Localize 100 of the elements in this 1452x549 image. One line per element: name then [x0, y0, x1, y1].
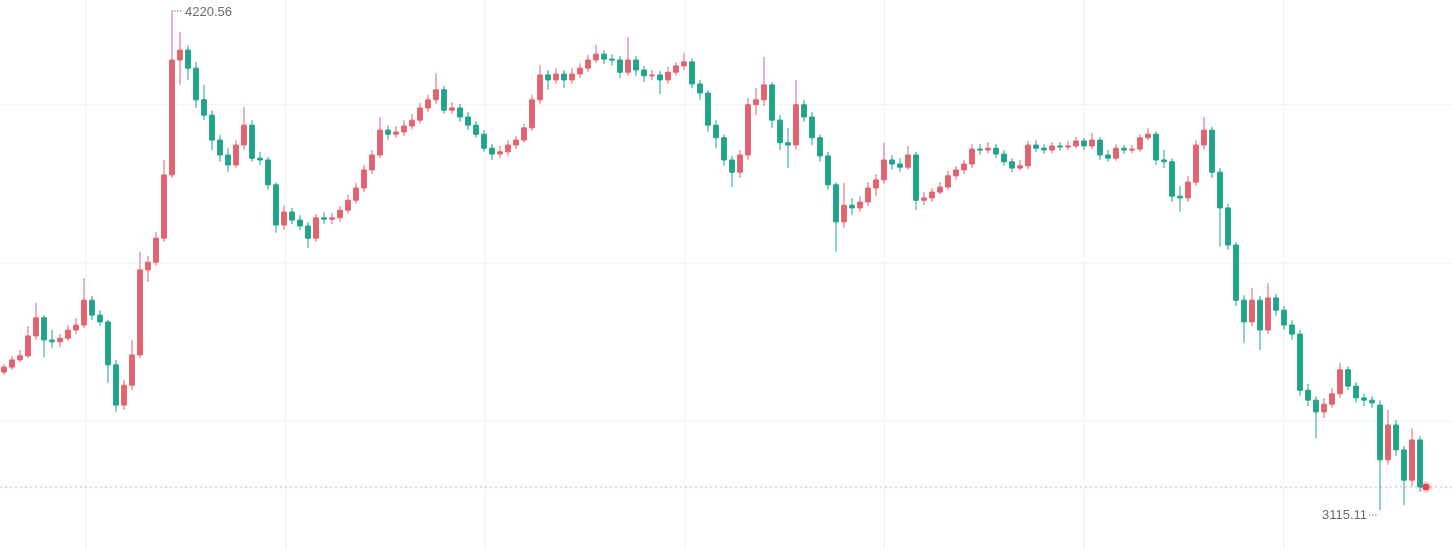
candlestick [761, 56, 767, 107]
candlestick [441, 85, 447, 115]
candlestick [209, 109, 215, 151]
candlestick [129, 339, 135, 391]
candlestick [969, 143, 975, 169]
candlestick [721, 133, 727, 167]
candlestick [1105, 149, 1111, 163]
candlestick [1305, 383, 1311, 407]
candlestick [1409, 427, 1415, 487]
candlestick [1393, 419, 1399, 457]
candlestick [505, 139, 511, 157]
candlestick [841, 182, 847, 229]
candlestick [1145, 127, 1151, 141]
candlestick [865, 181, 871, 207]
candlestick [105, 319, 111, 384]
candlestick [193, 61, 199, 109]
candlestick [297, 214, 303, 231]
candlestick [57, 333, 63, 348]
candlestick [1297, 329, 1303, 397]
candlestick [329, 212, 335, 225]
candlestick [281, 204, 287, 231]
candlestick [1257, 295, 1263, 351]
candlestick [825, 151, 831, 191]
candlestick [1217, 167, 1223, 248]
candlestick [465, 111, 471, 131]
candlestick [353, 182, 359, 205]
candlestick [577, 62, 583, 79]
candlestick [257, 151, 263, 166]
candlestick [1313, 395, 1319, 439]
candlestick [201, 84, 207, 121]
candlestick [1177, 185, 1183, 213]
candlestick [1249, 287, 1255, 327]
candlestick [481, 129, 487, 153]
candlestick [73, 317, 79, 335]
candlestick [729, 155, 735, 188]
candlestick [1225, 203, 1231, 251]
candlestick [697, 79, 703, 101]
candlestick [857, 195, 863, 213]
candlestick [553, 67, 559, 85]
candlestick [449, 101, 455, 115]
candlestick [25, 325, 31, 359]
candlestick [241, 106, 247, 151]
candlestick [601, 49, 607, 65]
candlestick [81, 277, 87, 329]
candlestick [489, 143, 495, 161]
candlestick [513, 135, 519, 150]
candlestick [713, 119, 719, 149]
candlestick [145, 255, 151, 283]
candlestick [993, 143, 999, 159]
candlestick [1113, 143, 1119, 162]
candlestick [817, 133, 823, 163]
candlestick [1137, 133, 1143, 153]
candlestick [17, 349, 23, 363]
candlestick [401, 119, 407, 137]
candlestick [961, 159, 967, 175]
candlestick [657, 70, 663, 95]
candlestick [1281, 305, 1287, 331]
candlestick [801, 99, 807, 123]
candlestick [873, 173, 879, 197]
candlestick [177, 31, 183, 86]
candlestick [169, 9, 175, 179]
candlestick [913, 151, 919, 211]
candlestick [609, 53, 615, 67]
candlestick [1057, 141, 1063, 152]
candlestick [1361, 393, 1367, 407]
candlestick [1353, 381, 1359, 404]
candlestick [1385, 409, 1391, 466]
candlestick [673, 61, 679, 77]
candlestick [337, 205, 343, 223]
candlestick [793, 79, 799, 151]
candlestick [1025, 140, 1031, 170]
candlestick [977, 143, 983, 156]
candlestick [849, 197, 855, 216]
candlestick [905, 145, 911, 171]
candlestick [417, 102, 423, 125]
candlestick [745, 97, 751, 161]
candlestick [585, 54, 591, 73]
candlestick [393, 125, 399, 139]
candlestick [1097, 136, 1103, 161]
candlestick [409, 113, 415, 130]
candlestick [681, 52, 687, 71]
candlestick [425, 94, 431, 113]
candlestick [1161, 149, 1167, 169]
candlestick [649, 69, 655, 81]
candlestick [937, 181, 943, 196]
candlestick [945, 170, 951, 191]
candlestick [273, 181, 279, 234]
candlestick [617, 55, 623, 79]
candlestick [305, 221, 311, 249]
candlestick [1081, 137, 1087, 151]
candlestick [753, 87, 759, 116]
candlestick [561, 69, 567, 89]
candlestick [521, 123, 527, 144]
candlestick [1233, 241, 1239, 307]
candlestick [1185, 175, 1191, 203]
candlestick [137, 251, 143, 359]
candlestick [921, 191, 927, 206]
candlestick [497, 145, 503, 159]
candlestick [1329, 387, 1335, 409]
annotation: 4220.56 [185, 4, 232, 20]
